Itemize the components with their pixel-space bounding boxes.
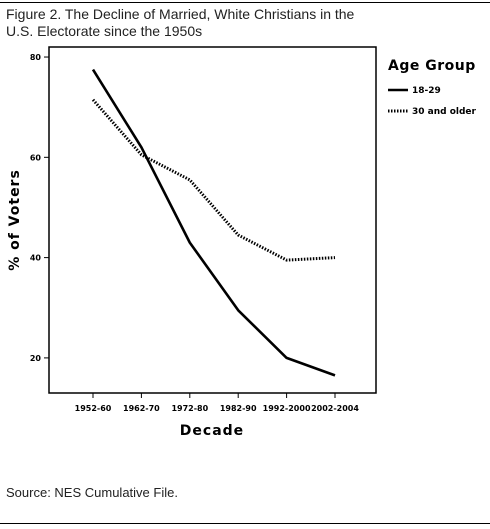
- series-line-age-18-29: [91, 68, 336, 377]
- bottom-rule: [0, 523, 490, 524]
- x-tick-label: 1992-2000: [263, 404, 311, 413]
- plot-frame: [48, 46, 377, 394]
- x-tick-label: 2002-2004: [311, 404, 359, 413]
- y-tick-label: 40: [30, 254, 42, 263]
- y-tick-label: 20: [30, 354, 42, 363]
- figure-caption-line-2: U.S. Electorate since the 1950s: [6, 23, 203, 39]
- source-note: Source: NES Cumulative File.: [6, 485, 178, 500]
- y-axis: 20 40 60 80: [30, 53, 49, 363]
- y-axis-title: % of Voters: [7, 169, 23, 271]
- legend-title: Age Group: [388, 58, 476, 74]
- y-tick-label: 80: [30, 53, 42, 62]
- x-tick-label: 1982-90: [220, 404, 257, 413]
- x-tick-label: 1952-60: [75, 404, 112, 413]
- figure-caption: Figure 2. The Decline of Married, White …: [6, 6, 406, 40]
- y-tick-label: 60: [30, 153, 42, 162]
- top-rule: [0, 2, 490, 3]
- series-group: [91, 68, 336, 377]
- x-axis: 1952-60 1962-70 1972-80 1982-90 1992-2000 200…: [75, 393, 359, 413]
- figure-caption-line-1: Figure 2. The Decline of Married, White …: [6, 6, 355, 22]
- x-tick-label: 1972-80: [171, 404, 208, 413]
- x-axis-title: Decade: [180, 423, 244, 439]
- legend-label: 18-29: [412, 86, 441, 96]
- line-chart: 20 40 60 80 1952-60 1962-70 1972-80 1982-90 199…: [7, 46, 477, 439]
- x-tick-label: 1962-70: [123, 404, 160, 413]
- legend-label: 30 and older: [412, 107, 477, 117]
- series-line-age-30-and-older: [91, 98, 336, 262]
- legend: Age Group 18-29 30 and older: [388, 58, 477, 117]
